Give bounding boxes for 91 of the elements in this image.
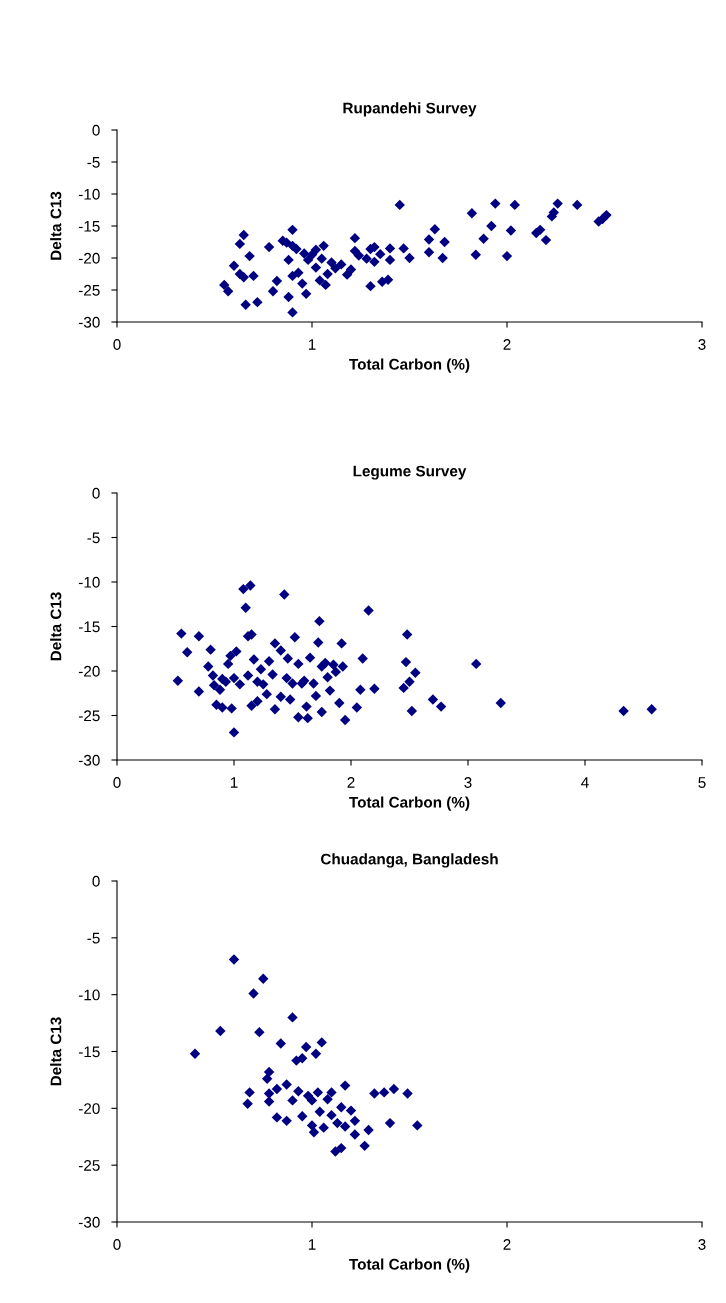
y-tick-label: -30: [78, 1216, 100, 1228]
point: [263, 1066, 275, 1078]
y-tick-label: -15: [78, 621, 100, 633]
point: [316, 1037, 327, 1048]
x-tick-label: 3: [464, 777, 472, 788]
y-tick-label: -5: [87, 932, 100, 944]
y-tick-label: 0: [92, 487, 100, 499]
point: [339, 1080, 351, 1091]
point: [248, 988, 259, 999]
y-tick-label: 0: [92, 875, 100, 887]
x-tick-label: 1: [230, 777, 238, 788]
point: [244, 1087, 255, 1098]
point: [314, 1106, 325, 1117]
chart-title: Chuadanga, Bangladesh: [321, 853, 498, 868]
y-tick-label: -15: [78, 221, 100, 232]
point: [275, 1038, 286, 1049]
point: [345, 1105, 357, 1116]
point: [322, 1094, 333, 1105]
x-axis-title: Total Carbon (%): [349, 796, 470, 811]
point: [287, 1095, 298, 1106]
y-tick-label: -30: [78, 316, 100, 328]
point: [287, 1012, 298, 1023]
x-tick-label: 0: [113, 777, 121, 788]
point: [326, 1109, 337, 1121]
point: [312, 1087, 324, 1098]
y-axis-title: Delta C13: [50, 592, 62, 661]
point: [412, 1120, 423, 1131]
point: [402, 1088, 413, 1099]
point: [349, 1115, 361, 1127]
x-axis-title: Total Carbon (%): [349, 1258, 470, 1273]
y-tick-label: -20: [78, 1103, 100, 1115]
chart-title: Legume Survey: [353, 465, 467, 480]
y-tick-label: -15: [78, 1046, 100, 1058]
y-tick-label: -20: [78, 252, 100, 264]
y-tick-label: -5: [87, 532, 100, 544]
x-tick-label: 3: [698, 339, 706, 350]
point: [308, 1127, 320, 1138]
y-axis-title: Delta C13: [50, 191, 62, 260]
point: [242, 1098, 253, 1109]
x-tick-label: 2: [347, 777, 355, 788]
point: [388, 1083, 400, 1095]
x-tick-label: 1: [308, 339, 316, 350]
x-tick-label: 3: [698, 1239, 706, 1250]
y-tick-label: 0: [92, 124, 100, 136]
point: [336, 1142, 347, 1154]
y-tick-label: -10: [78, 989, 100, 1001]
x-tick-label: 5: [698, 777, 706, 788]
y-tick-label: -20: [78, 665, 100, 677]
point: [258, 973, 269, 984]
point: [359, 1140, 370, 1152]
point: [297, 1111, 308, 1122]
point: [363, 1124, 374, 1136]
y-tick-label: -25: [78, 284, 100, 296]
x-tick-label: 4: [581, 777, 589, 788]
point: [349, 1129, 361, 1140]
y-tick-label: -10: [78, 188, 100, 200]
point: [306, 1095, 318, 1106]
x-tick-label: 2: [503, 339, 511, 350]
point: [339, 1121, 351, 1132]
point: [189, 1048, 201, 1059]
point: [215, 1025, 226, 1037]
y-tick-label: -25: [78, 1160, 100, 1171]
y-tick-label: -10: [78, 576, 100, 588]
y-tick-label: -5: [87, 157, 100, 168]
point: [271, 1112, 283, 1123]
point: [332, 1117, 343, 1129]
x-tick-label: 2: [503, 1239, 511, 1250]
chart-title: Rupandehi Survey: [343, 102, 477, 117]
y-axis-title: Delta C13: [50, 1017, 62, 1086]
point: [369, 1088, 380, 1099]
point: [228, 954, 240, 965]
point: [310, 1048, 322, 1059]
point: [263, 1096, 275, 1107]
point: [293, 1086, 304, 1097]
point: [300, 1041, 312, 1053]
y-tick-label: -25: [78, 710, 100, 722]
y-tick-label: -30: [78, 754, 100, 766]
point: [336, 1102, 347, 1113]
point: [318, 1122, 329, 1133]
point: [378, 1087, 390, 1098]
point: [297, 1053, 308, 1064]
point: [281, 1079, 292, 1090]
point: [271, 1083, 283, 1095]
x-tick-label: 1: [308, 1239, 316, 1250]
x-tick-label: 0: [113, 339, 121, 350]
x-axis-title: Total Carbon (%): [349, 358, 470, 373]
point: [254, 1026, 265, 1038]
point: [384, 1117, 396, 1129]
point: [281, 1115, 292, 1127]
x-tick-label: 0: [113, 1239, 121, 1250]
point: [326, 1087, 337, 1098]
